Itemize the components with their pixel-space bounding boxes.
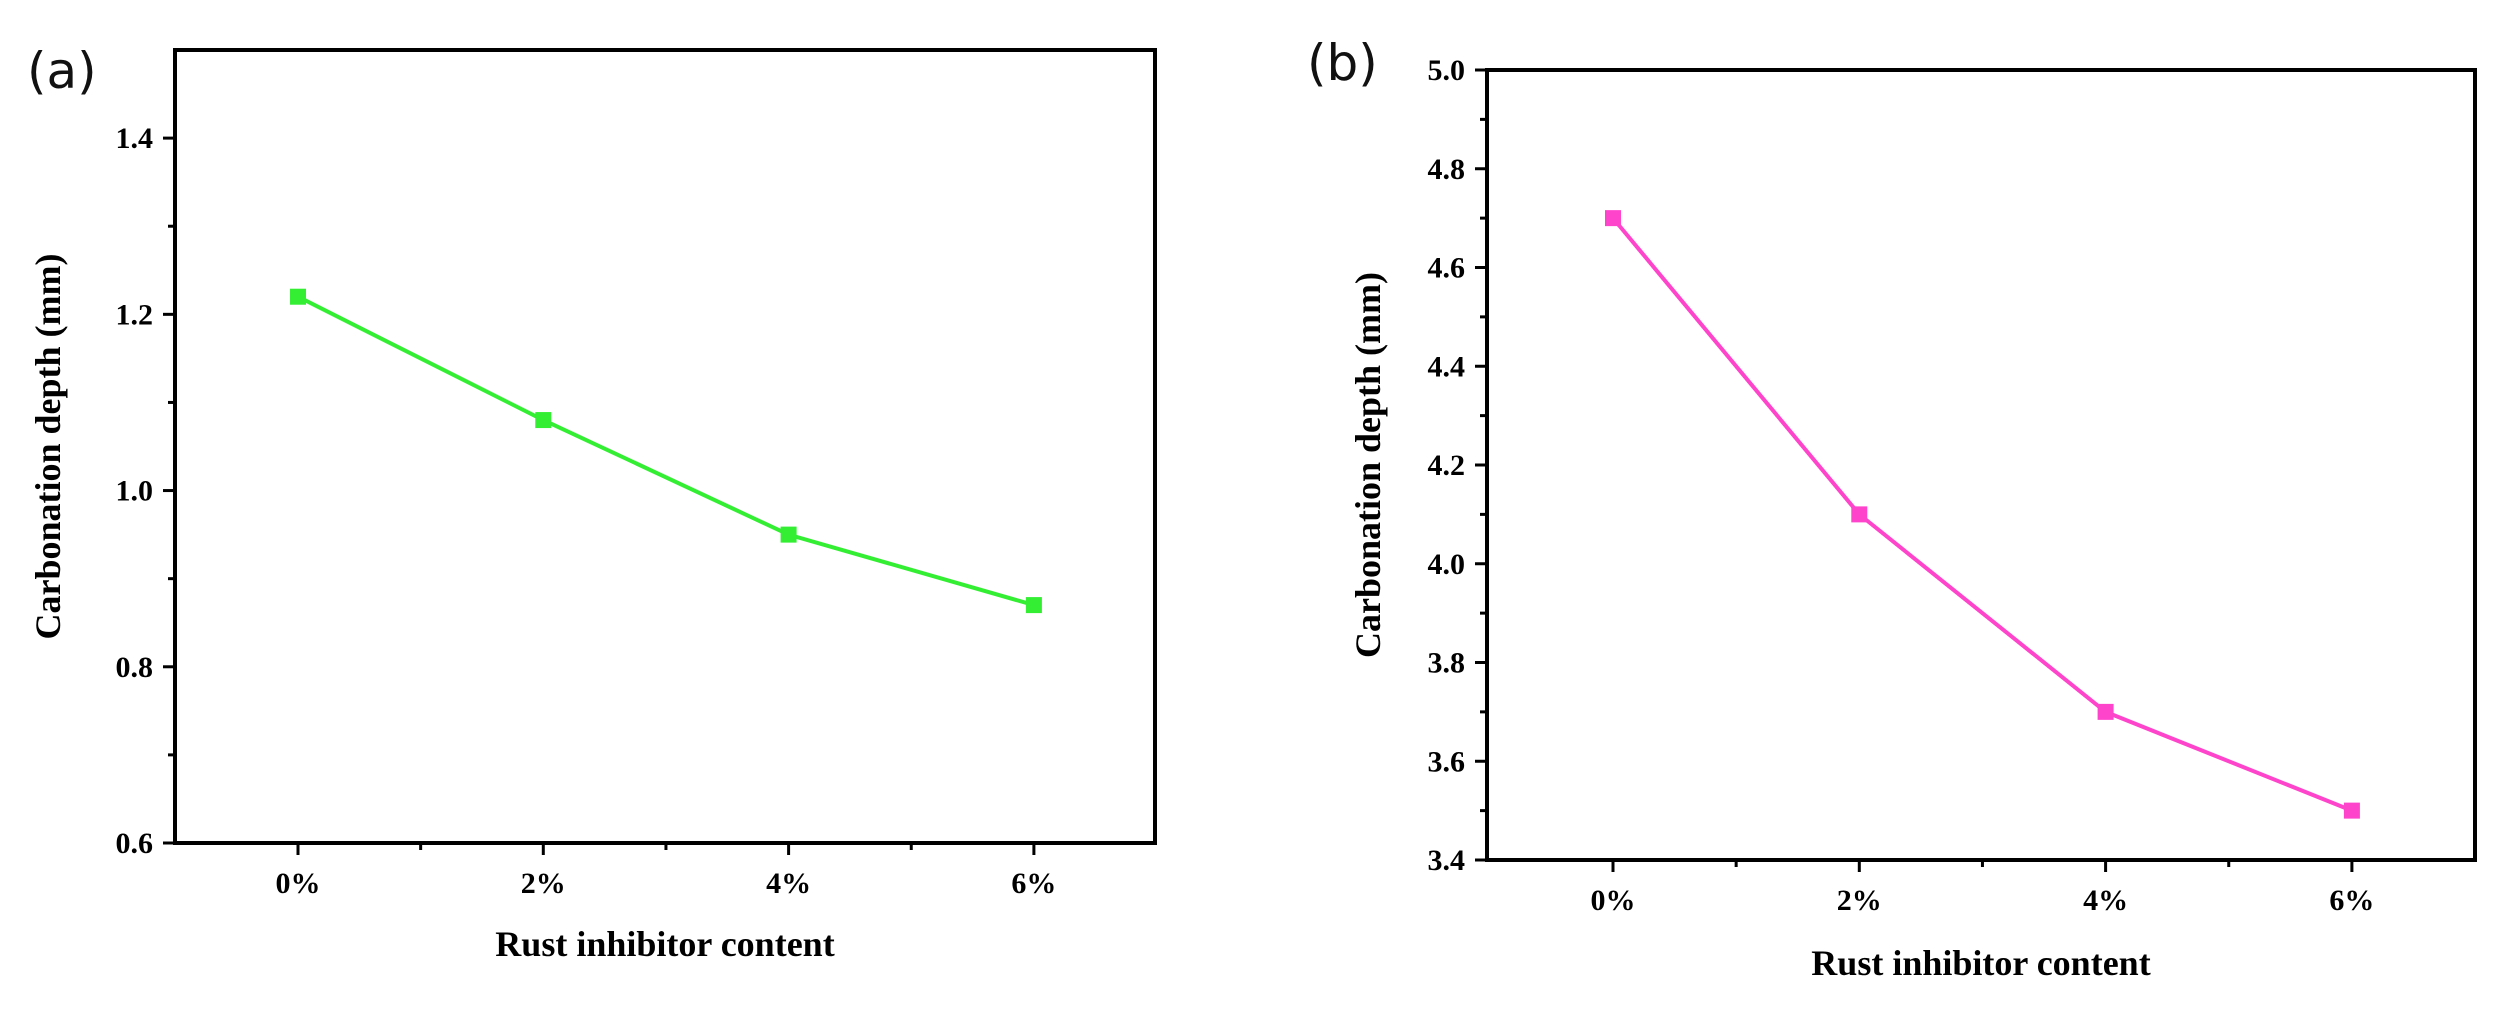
panel-label-a: (a) [27, 42, 97, 100]
x-tick-label: 0% [1591, 884, 1636, 917]
y-tick-label: 4.4 [1428, 350, 1466, 383]
plot-frame-b [1485, 68, 2477, 862]
x-tick-label: 4% [766, 867, 811, 900]
y-tick-label: 1.2 [116, 298, 154, 331]
x-tick-label: 2% [1837, 884, 1882, 917]
x-tick-label: 6% [2329, 884, 2374, 917]
y-axis-title: Carbonation depth (mm) [1348, 272, 1388, 658]
data-point-2pct [1851, 506, 1868, 523]
y-tick-label: 0.8 [116, 651, 154, 684]
series-line [1611, 216, 2353, 813]
y-tick-label: 4.0 [1428, 548, 1466, 581]
data-point-2pct [535, 412, 552, 429]
panel-label-b: (b) [1307, 34, 1378, 92]
data-point-4pct [2097, 703, 2114, 720]
x-tick-label: 6% [1011, 867, 1056, 900]
y-tick-label: 4.6 [1428, 252, 1466, 285]
y-tick-label: 3.4 [1428, 844, 1466, 877]
series-line [297, 294, 1035, 608]
x-tick-label: 4% [2083, 884, 2128, 917]
data-point-4pct [780, 526, 797, 543]
data-point-0pct [290, 288, 306, 305]
chart-panel-b: (b) 3.4 3.6 3.8 4.0 4.2 4.4 4.6 4.8 5.0 0% 2% 4% 6% Ru… [1307, 34, 2477, 983]
plot-frame-a [173, 48, 1157, 845]
x-axis-title: Rust inhibitor content [495, 924, 834, 964]
y-tick-label: 4.2 [1428, 449, 1466, 482]
y-tick-label: 5.0 [1428, 54, 1466, 87]
y-tick-label: 1.0 [116, 475, 154, 508]
data-point-0pct [1605, 210, 1621, 227]
x-axis-title: Rust inhibitor content [1811, 943, 2150, 983]
y-tick-label: 4.8 [1428, 153, 1466, 186]
y-tick-label: 0.6 [116, 827, 154, 860]
y-tick-label: 3.6 [1428, 745, 1466, 778]
data-point-6pct [1025, 597, 1042, 614]
y-axis-title: Carbonation depth (mm) [28, 253, 68, 639]
y-tick-label: 1.4 [116, 122, 154, 155]
x-tick-label: 2% [521, 867, 566, 900]
x-tick-label: 0% [276, 867, 321, 900]
y-tick-label: 3.8 [1428, 647, 1466, 680]
data-point-6pct [2343, 802, 2360, 819]
chart-panel-a: (a) 0.6 0.8 1.0 1.2 1.4 0% 2% 4% 6% Rust inhibitor… [27, 42, 1157, 964]
